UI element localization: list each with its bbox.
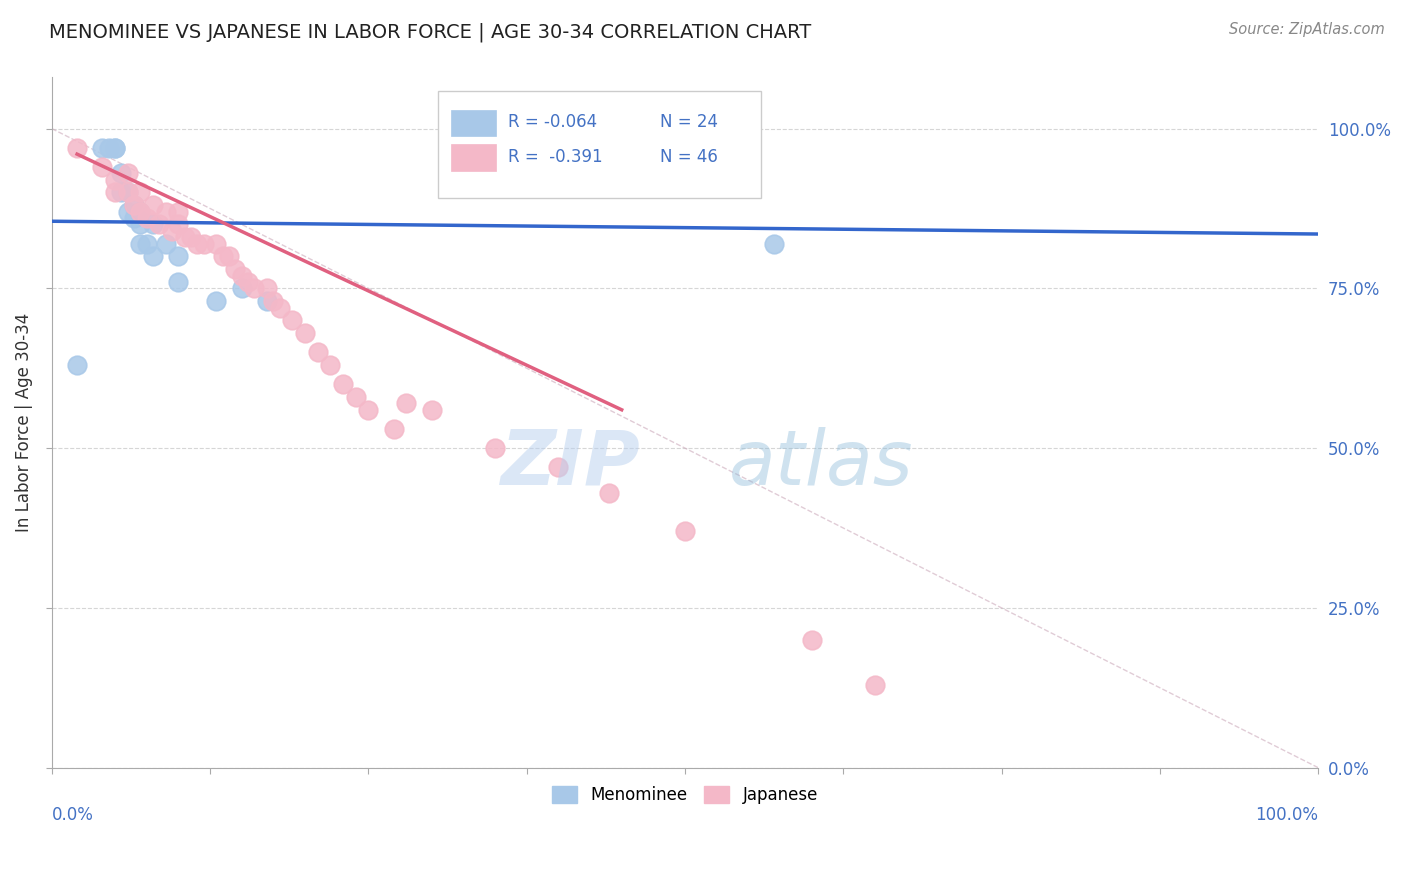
Point [104, 186, 127, 200]
Point [117, 186, 139, 200]
Point [167, 218, 190, 232]
Y-axis label: In Labor Force | Age 30-34: In Labor Force | Age 30-34 [15, 313, 32, 533]
Point [66, 358, 89, 372]
Point [135, 211, 157, 225]
Point [142, 198, 165, 212]
Point [344, 390, 367, 404]
Point [231, 281, 253, 295]
Point [319, 358, 342, 372]
Text: atlas: atlas [730, 427, 914, 501]
Point [97, 141, 120, 155]
FancyBboxPatch shape [439, 91, 761, 198]
Point [357, 402, 380, 417]
Point [117, 166, 139, 180]
Point [142, 218, 165, 232]
Point [547, 460, 569, 475]
Point [211, 249, 233, 263]
Point [224, 262, 246, 277]
Point [281, 313, 304, 327]
Point [104, 141, 127, 155]
Point [762, 236, 785, 251]
Point [269, 301, 291, 315]
Text: N = 24: N = 24 [659, 113, 717, 131]
Point [91, 141, 114, 155]
Text: R = -0.064: R = -0.064 [508, 113, 596, 131]
Point [484, 441, 506, 455]
FancyBboxPatch shape [451, 110, 496, 136]
Point [382, 422, 405, 436]
Point [167, 275, 190, 289]
Point [104, 172, 127, 186]
Point [236, 275, 259, 289]
Point [218, 249, 240, 263]
Point [256, 281, 278, 295]
Point [104, 141, 127, 155]
Point [180, 230, 202, 244]
Point [122, 198, 145, 212]
Point [160, 224, 183, 238]
Point [863, 678, 886, 692]
Point [129, 218, 152, 232]
Point [231, 268, 253, 283]
Point [167, 249, 190, 263]
Point [173, 230, 195, 244]
Point [110, 166, 132, 180]
Point [91, 160, 114, 174]
Point [129, 236, 152, 251]
Point [673, 524, 696, 539]
Point [117, 186, 139, 200]
Point [122, 198, 145, 212]
Point [262, 294, 284, 309]
Text: ZIP: ZIP [501, 427, 641, 501]
Point [167, 204, 190, 219]
Text: N = 46: N = 46 [659, 148, 717, 166]
Point [186, 236, 208, 251]
Point [155, 236, 177, 251]
Point [205, 236, 228, 251]
Text: 0.0%: 0.0% [52, 805, 94, 823]
Point [129, 186, 152, 200]
Point [256, 294, 278, 309]
Text: 100.0%: 100.0% [1256, 805, 1319, 823]
Point [129, 204, 152, 219]
Legend: Menominee, Japanese: Menominee, Japanese [546, 780, 824, 811]
Point [294, 326, 316, 340]
Text: R =  -0.391: R = -0.391 [508, 148, 602, 166]
Point [243, 281, 266, 295]
Point [135, 236, 157, 251]
Point [129, 204, 152, 219]
Point [332, 377, 354, 392]
Point [155, 204, 177, 219]
Point [205, 294, 228, 309]
Point [142, 249, 165, 263]
Point [122, 211, 145, 225]
FancyBboxPatch shape [451, 145, 496, 170]
Point [66, 141, 89, 155]
Point [193, 236, 215, 251]
Point [148, 218, 170, 232]
Point [420, 402, 443, 417]
Point [800, 632, 823, 647]
Point [307, 345, 329, 359]
Point [110, 186, 132, 200]
Text: MENOMINEE VS JAPANESE IN LABOR FORCE | AGE 30-34 CORRELATION CHART: MENOMINEE VS JAPANESE IN LABOR FORCE | A… [49, 22, 811, 42]
Point [117, 204, 139, 219]
Point [598, 486, 620, 500]
Point [395, 396, 418, 410]
Text: Source: ZipAtlas.com: Source: ZipAtlas.com [1229, 22, 1385, 37]
